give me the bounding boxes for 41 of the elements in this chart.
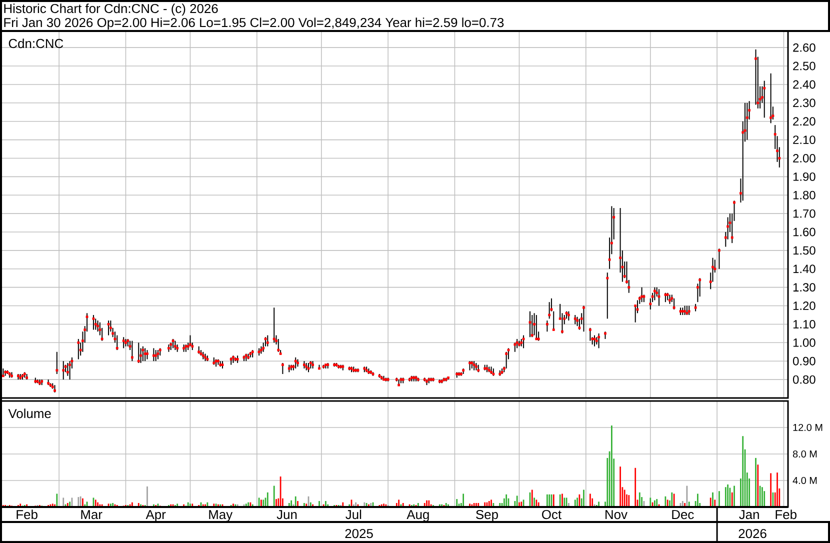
- y-tick-label: 12.0 M: [793, 424, 822, 432]
- y-tick-label: 1.90: [793, 172, 816, 181]
- chart-subtitle: Fri Jan 30 2026 Op=2.00 Hi=2.06 Lo=1.95 Cl=2.00 Vol=2,849,234 Year hi=2.59 lo=0.73: [4, 18, 504, 30]
- y-tick-label: 2.60: [793, 43, 816, 52]
- y-tick-label: 1.10: [793, 320, 816, 328]
- y-tick-label: 2.50: [793, 62, 816, 70]
- x-tick-label: Jul: [346, 510, 362, 520]
- y-tick-label: 1.40: [793, 264, 816, 274]
- y-tick-label: 2.10: [793, 136, 816, 144]
- x-tick-label: Nov: [606, 510, 628, 520]
- x-tick-label: Feb: [776, 510, 796, 520]
- y-tick-label: 2.00: [793, 154, 816, 162]
- y-tick-label: 1.20: [793, 302, 816, 310]
- y-tick-label: 4.0 M: [792, 476, 817, 484]
- text: 2025: [345, 528, 373, 538]
- y-tick-label: 2.40: [793, 80, 816, 89]
- x-tick-label: Jun: [276, 510, 297, 520]
- x-tick-label: Jan: [739, 510, 759, 520]
- y-tick-label: 0.80: [793, 375, 816, 384]
- x-tick-label: May: [209, 510, 233, 522]
- y-tick-label: 1.80: [793, 190, 816, 200]
- y-tick-label: 1.30: [793, 283, 816, 292]
- chart-title: Volume: [8, 408, 51, 418]
- x-tick-label: Feb: [16, 510, 38, 520]
- x-tick-label: Mar: [81, 510, 102, 520]
- x-tick-label: Sep: [476, 510, 498, 522]
- x-tick-label: Oct: [542, 510, 562, 520]
- chart-title: Historic Chart for Cdn:CNC - (c) 2026: [4, 4, 218, 16]
- y-tick-label: 1.00: [793, 338, 816, 347]
- y-tick-label: 1.70: [793, 209, 816, 218]
- x-tick-label: Apr: [146, 510, 166, 522]
- text: 2026: [738, 528, 766, 538]
- y-tick-label: 2.20: [793, 117, 816, 126]
- x-tick-label: Aug: [406, 510, 429, 522]
- y-tick-label: 1.50: [793, 246, 816, 255]
- y-tick-label: 1.60: [793, 228, 816, 236]
- y-tick-label: 0.90: [793, 356, 816, 366]
- y-tick-label: 8.0 M: [792, 450, 817, 458]
- y-tick-label: 2.30: [793, 98, 816, 108]
- annotation: Cdn:CNC: [8, 38, 64, 48]
- x-tick-label: Dec: [672, 510, 694, 520]
